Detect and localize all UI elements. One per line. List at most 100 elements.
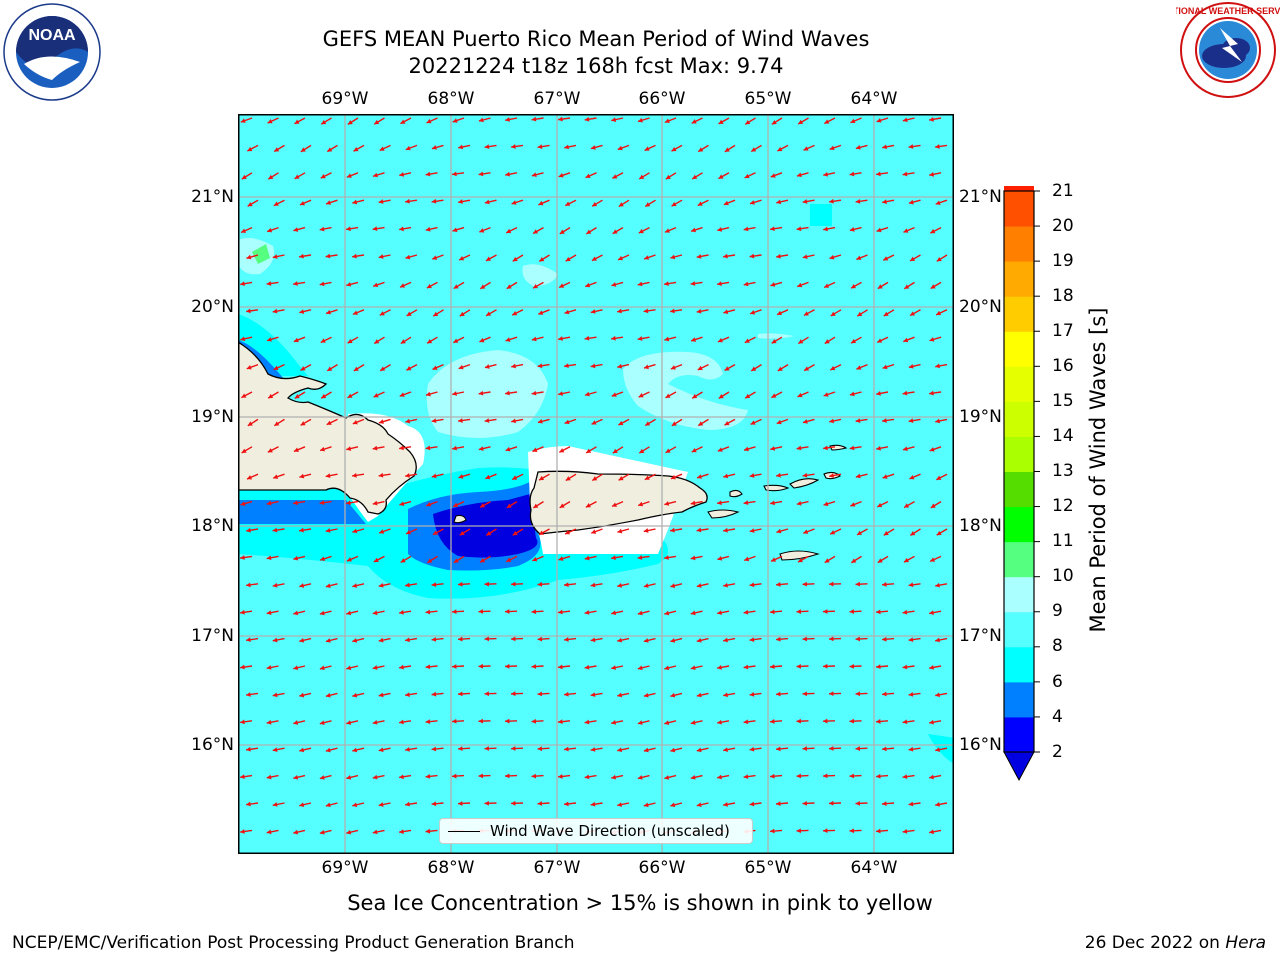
wave-direction-arrow	[425, 226, 438, 232]
wave-direction-arrow	[643, 692, 656, 698]
wave-direction-arrow	[749, 637, 762, 642]
lon-tick-top: 67°W	[533, 89, 581, 109]
wave-direction-arrow	[590, 528, 603, 534]
wave-direction-arrow	[431, 746, 444, 752]
wave-direction-arrow	[425, 609, 438, 615]
wave-direction-arrow	[829, 418, 842, 424]
wave-direction-arrow	[319, 555, 332, 562]
wave-direction-arrow	[431, 418, 444, 424]
wave-direction-arrow	[537, 363, 550, 369]
wave-direction-arrow	[504, 718, 518, 724]
wave-direction-arrow	[266, 719, 279, 725]
wave-direction-arrow	[478, 446, 491, 451]
wave-direction-arrow	[266, 336, 279, 342]
wave-direction-arrow	[876, 226, 889, 233]
wave-direction-arrow	[771, 117, 783, 125]
land-virgin-islands	[789, 478, 820, 489]
map-area[interactable]	[238, 114, 954, 854]
wave-direction-arrow	[690, 500, 703, 506]
wave-direction-arrow	[399, 610, 412, 615]
lat-tick-left: 17°N	[191, 626, 234, 646]
wave-direction-arrow	[876, 391, 889, 396]
wave-direction-arrow	[929, 171, 942, 177]
wave-direction-arrow	[749, 253, 762, 259]
wave-direction-arrow	[400, 117, 412, 125]
wave-direction-arrow	[670, 802, 683, 808]
nws-logo: NATIONAL WEATHER SERVICE	[1176, 2, 1280, 98]
wave-direction-arrow	[643, 802, 656, 808]
wave-direction-arrow	[590, 692, 603, 697]
wave-direction-arrow	[319, 610, 332, 616]
colorbar-segment	[1004, 716, 1034, 753]
wave-direction-arrow	[929, 774, 942, 780]
wave-direction-arrow	[240, 555, 253, 560]
wave-direction-arrow	[246, 308, 259, 314]
wave-direction-arrow	[452, 500, 465, 508]
wave-direction-arrow	[883, 528, 895, 536]
wave-direction-arrow	[823, 500, 836, 507]
wave-direction-arrow	[452, 226, 465, 233]
wave-direction-arrow	[803, 363, 815, 372]
wave-direction-arrow	[637, 117, 650, 123]
wave-direction-arrow	[743, 719, 756, 725]
wave-direction-arrow	[723, 199, 736, 206]
wave-direction-arrow	[319, 720, 332, 725]
wave-direction-arrow	[319, 829, 332, 835]
wave-direction-arrow	[353, 144, 365, 152]
wave-direction-arrow	[325, 802, 338, 808]
wave-direction-arrow	[325, 747, 338, 753]
wave-direction-arrow	[346, 500, 359, 506]
lat-tick-right: 20°N	[959, 297, 1002, 317]
footer-date-text: 26 Dec 2022 on	[1084, 933, 1226, 953]
wave-direction-arrow	[272, 308, 285, 314]
wave-direction-arrow	[717, 774, 730, 780]
wave-direction-arrow	[664, 336, 677, 342]
wave-direction-arrow	[272, 582, 285, 588]
wave-direction-arrow	[929, 829, 942, 835]
wave-direction-arrow	[776, 253, 789, 259]
wave-direction-arrow	[325, 692, 338, 698]
wave-direction-arrow	[664, 555, 677, 560]
colorbar-tick: 19	[1052, 251, 1074, 271]
wave-direction-arrow	[346, 226, 359, 232]
wave-direction-arrow	[770, 172, 783, 178]
wave-direction-arrow	[479, 555, 491, 563]
wave-direction-arrow	[320, 172, 332, 179]
wave-direction-arrow	[246, 582, 259, 588]
wave-direction-arrow	[743, 226, 756, 232]
wave-direction-arrow	[557, 774, 571, 779]
wave-direction-arrow	[267, 117, 279, 124]
wave-direction-arrow	[612, 446, 624, 454]
wave-direction-arrow	[373, 391, 385, 398]
lon-tick-top: 66°W	[638, 89, 686, 109]
wave-direction-arrow	[563, 582, 577, 588]
wave-direction-arrow	[564, 418, 577, 425]
wave-direction-arrow	[750, 144, 762, 153]
wave-direction-arrow	[723, 309, 736, 315]
wave-direction-arrow	[247, 418, 259, 427]
wave-direction-arrow	[478, 609, 491, 614]
wave-direction-arrow	[585, 227, 597, 235]
wave-direction-arrow	[828, 581, 842, 587]
wave-direction-arrow	[479, 281, 491, 290]
wave-direction-arrow	[452, 445, 465, 451]
wave-direction-arrow	[557, 609, 571, 615]
colorbar-segment	[1004, 296, 1034, 332]
wave-direction-arrow	[643, 637, 656, 643]
wave-direction-arrow	[908, 637, 921, 642]
wave-direction-arrow	[293, 720, 306, 725]
wave-direction-arrow	[696, 747, 709, 753]
wave-direction-arrow	[453, 555, 465, 564]
lat-tick-left: 18°N	[191, 516, 234, 536]
wave-direction-arrow	[425, 773, 438, 779]
wave-direction-arrow	[459, 528, 471, 536]
wave-direction-arrow	[749, 199, 762, 205]
wave-direction-arrow	[584, 335, 597, 341]
wave-direction-arrow	[300, 144, 312, 153]
wave-direction-arrow	[902, 829, 915, 834]
wave-direction-arrow	[665, 172, 677, 180]
wave-direction-arrow	[431, 254, 444, 260]
wave-direction-arrow	[718, 117, 730, 125]
wave-direction-arrow	[505, 171, 518, 177]
wave-direction-arrow	[485, 254, 497, 262]
